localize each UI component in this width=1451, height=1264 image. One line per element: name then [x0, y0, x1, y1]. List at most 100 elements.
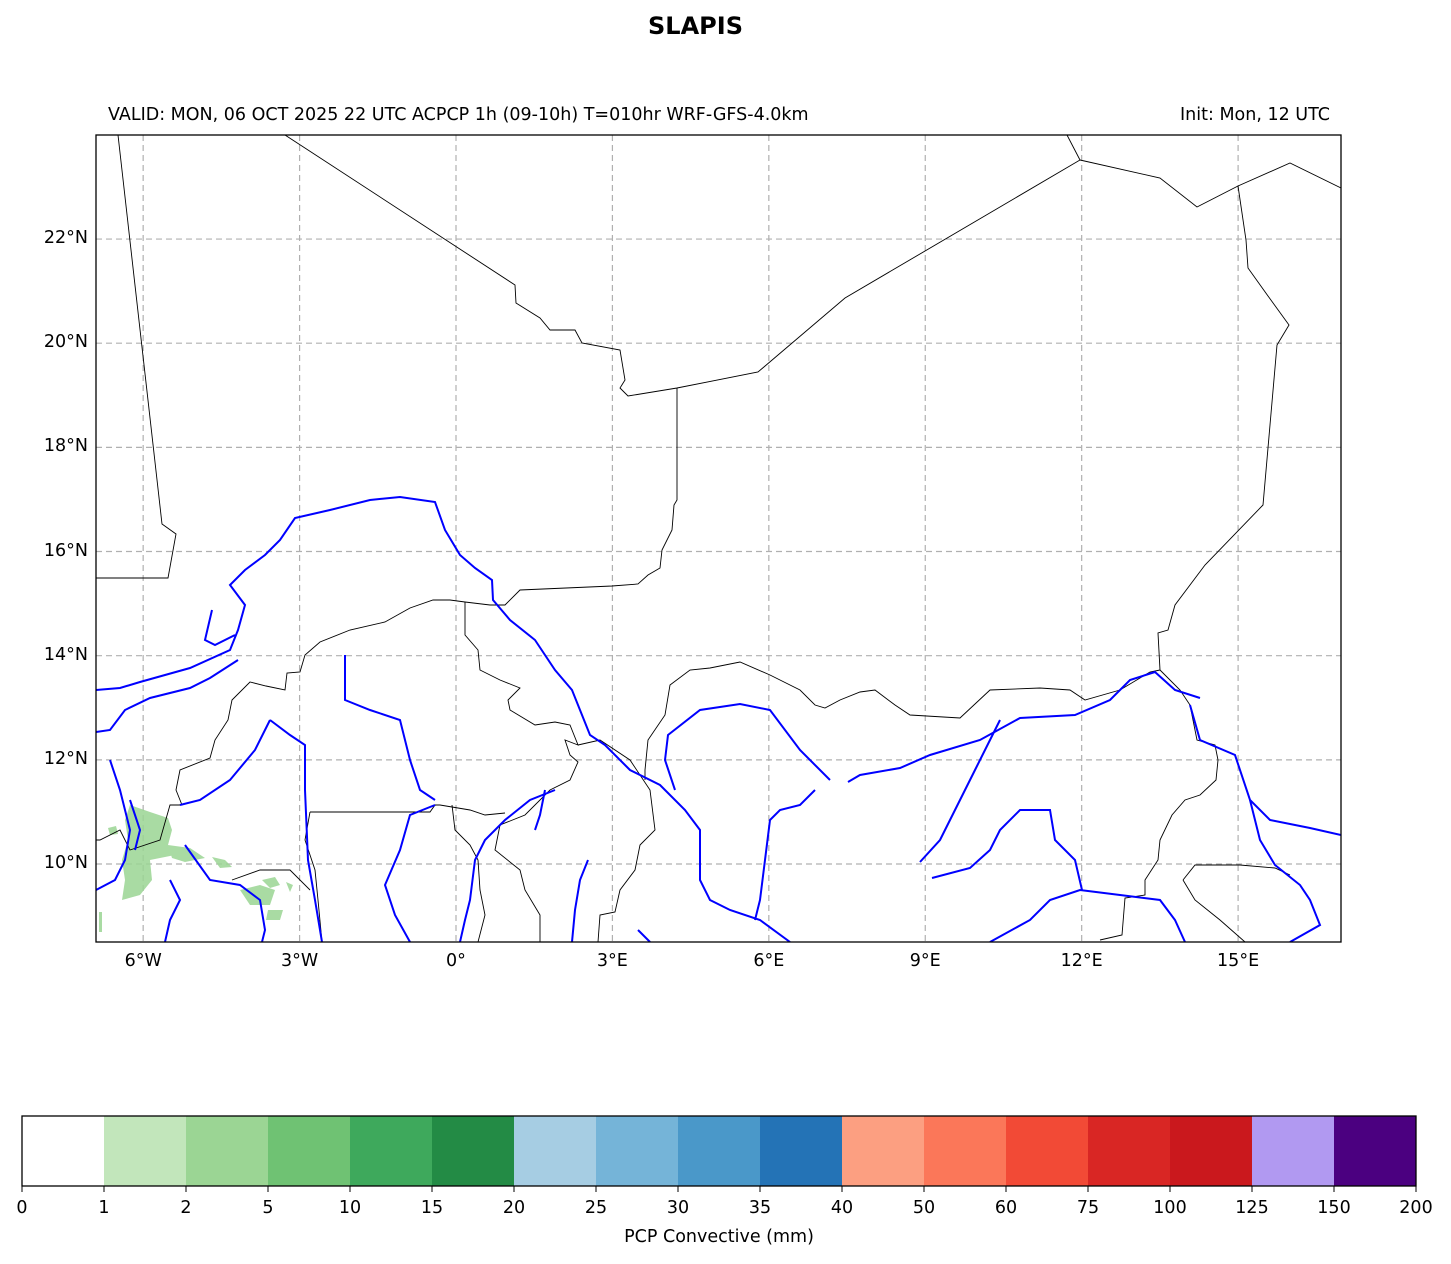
- valid-time-subtitle: VALID: MON, 06 OCT 2025 22 UTC ACPCP 1h …: [108, 105, 809, 125]
- river: [96, 759, 132, 891]
- border: [284, 135, 1081, 397]
- colorbar-segment: [596, 1116, 679, 1186]
- border: [310, 804, 506, 816]
- init-time-subtitle: Init: Mon, 12 UTC: [1180, 105, 1330, 125]
- map-frame: [95, 134, 1342, 943]
- colorbar-tick-label: 5: [262, 1198, 274, 1218]
- colorbar-tick-label: 20: [502, 1198, 526, 1218]
- graticule: [96, 135, 1341, 942]
- colorbar-tick-label: 75: [1076, 1198, 1100, 1218]
- border: [451, 804, 486, 942]
- lon-tick-label: 3°W: [280, 951, 319, 971]
- river: [203, 609, 236, 647]
- lat-tick-label: 20°N: [43, 332, 88, 353]
- river-niger: [96, 495, 791, 942]
- colorbar-segment: [1088, 1116, 1171, 1186]
- river: [459, 789, 556, 942]
- precip-blob: [286, 882, 293, 892]
- river: [184, 844, 267, 942]
- colorbar: [21, 1115, 1417, 1192]
- river: [637, 929, 651, 942]
- border: [96, 135, 177, 579]
- colorbar-tick-label: 200: [1399, 1198, 1433, 1218]
- river-kaduna: [663, 702, 831, 791]
- border: [96, 388, 678, 851]
- colorbar-segment: [186, 1116, 269, 1186]
- colorbar-segment: [514, 1116, 597, 1186]
- precip-blob: [262, 877, 280, 888]
- river: [1249, 799, 1322, 942]
- precip-blob: [212, 857, 232, 868]
- lon-tick-label: 12°E: [1060, 951, 1103, 971]
- colorbar-segment: [842, 1116, 925, 1186]
- lat-tick-label: 12°N: [43, 748, 88, 769]
- colorbar-tick-label: 60: [994, 1198, 1018, 1218]
- lon-tick-label: 0°: [446, 951, 466, 971]
- lat-tick-label: 14°N: [43, 644, 88, 665]
- river: [164, 879, 182, 942]
- border: [577, 739, 656, 942]
- precip-blob: [240, 885, 275, 905]
- river: [919, 719, 1001, 863]
- colorbar-tick-label: 35: [748, 1198, 772, 1218]
- colorbar-tick-label: 100: [1153, 1198, 1187, 1218]
- rivers: [96, 495, 1341, 942]
- lat-tick-label: 16°N: [43, 540, 88, 561]
- river: [571, 859, 589, 942]
- country-borders: [96, 135, 1341, 942]
- colorbar-tick-label: 40: [830, 1198, 854, 1218]
- lon-tick-label: 9°E: [909, 951, 941, 971]
- colorbar-tick-label: 50: [912, 1198, 936, 1218]
- colorbar-label: PCP Convective (mm): [624, 1227, 814, 1247]
- colorbar-tick-label: 30: [666, 1198, 690, 1218]
- colorbar-segment: [1252, 1116, 1335, 1186]
- chart-title: SLAPIS: [648, 12, 743, 40]
- colorbar-segment: [350, 1116, 433, 1186]
- river: [931, 809, 1083, 891]
- lon-tick-label: 3°E: [596, 951, 628, 971]
- border: [1099, 185, 1290, 941]
- precip-area: [99, 805, 293, 932]
- river: [754, 789, 816, 921]
- lat-tick-label: 22°N: [43, 228, 88, 249]
- lon-tick-label: 15°E: [1217, 951, 1260, 971]
- river-black-volta: [344, 655, 436, 801]
- border: [1079, 159, 1341, 208]
- precip-blob: [266, 910, 283, 920]
- colorbar-tick-label: 0: [16, 1198, 28, 1218]
- river: [179, 719, 271, 806]
- border: [644, 661, 1161, 780]
- colorbar-segment: [1334, 1116, 1417, 1186]
- colorbar-tick-label: 15: [420, 1198, 444, 1218]
- river: [383, 804, 436, 942]
- river: [269, 719, 323, 942]
- colorbar-segment: [268, 1116, 351, 1186]
- colorbar-tick-label: 125: [1235, 1198, 1269, 1218]
- colorbar-segment: [924, 1116, 1007, 1186]
- lon-tick-label: 6°E: [753, 951, 785, 971]
- colorbar-segment: [22, 1116, 105, 1186]
- precip-blob: [168, 845, 205, 862]
- precip-blob: [99, 912, 102, 932]
- colorbar-segment: [104, 1116, 187, 1186]
- colorbar-tick-label: 2: [180, 1198, 192, 1218]
- river-benue: [847, 670, 1201, 783]
- colorbar-frame: [21, 1115, 1417, 1187]
- colorbar-tick-label: 150: [1317, 1198, 1351, 1218]
- lat-tick-label: 10°N: [43, 853, 88, 873]
- colorbar-segment: [1170, 1116, 1253, 1186]
- colorbar-tick-label: 25: [584, 1198, 608, 1218]
- river: [129, 799, 142, 851]
- colorbar-segment: [760, 1116, 843, 1186]
- lon-tick-label: 6°W: [124, 951, 162, 971]
- border: [1182, 864, 1291, 881]
- precip-blob: [122, 805, 175, 900]
- colorbar-tick-label: 10: [338, 1198, 362, 1218]
- border: [1182, 879, 1246, 942]
- border: [231, 869, 311, 891]
- colorbar-tick-label: 1: [98, 1198, 110, 1218]
- lat-tick-label: 18°N: [43, 436, 88, 457]
- colorbar-segment: [1006, 1116, 1089, 1186]
- river: [1189, 704, 1341, 836]
